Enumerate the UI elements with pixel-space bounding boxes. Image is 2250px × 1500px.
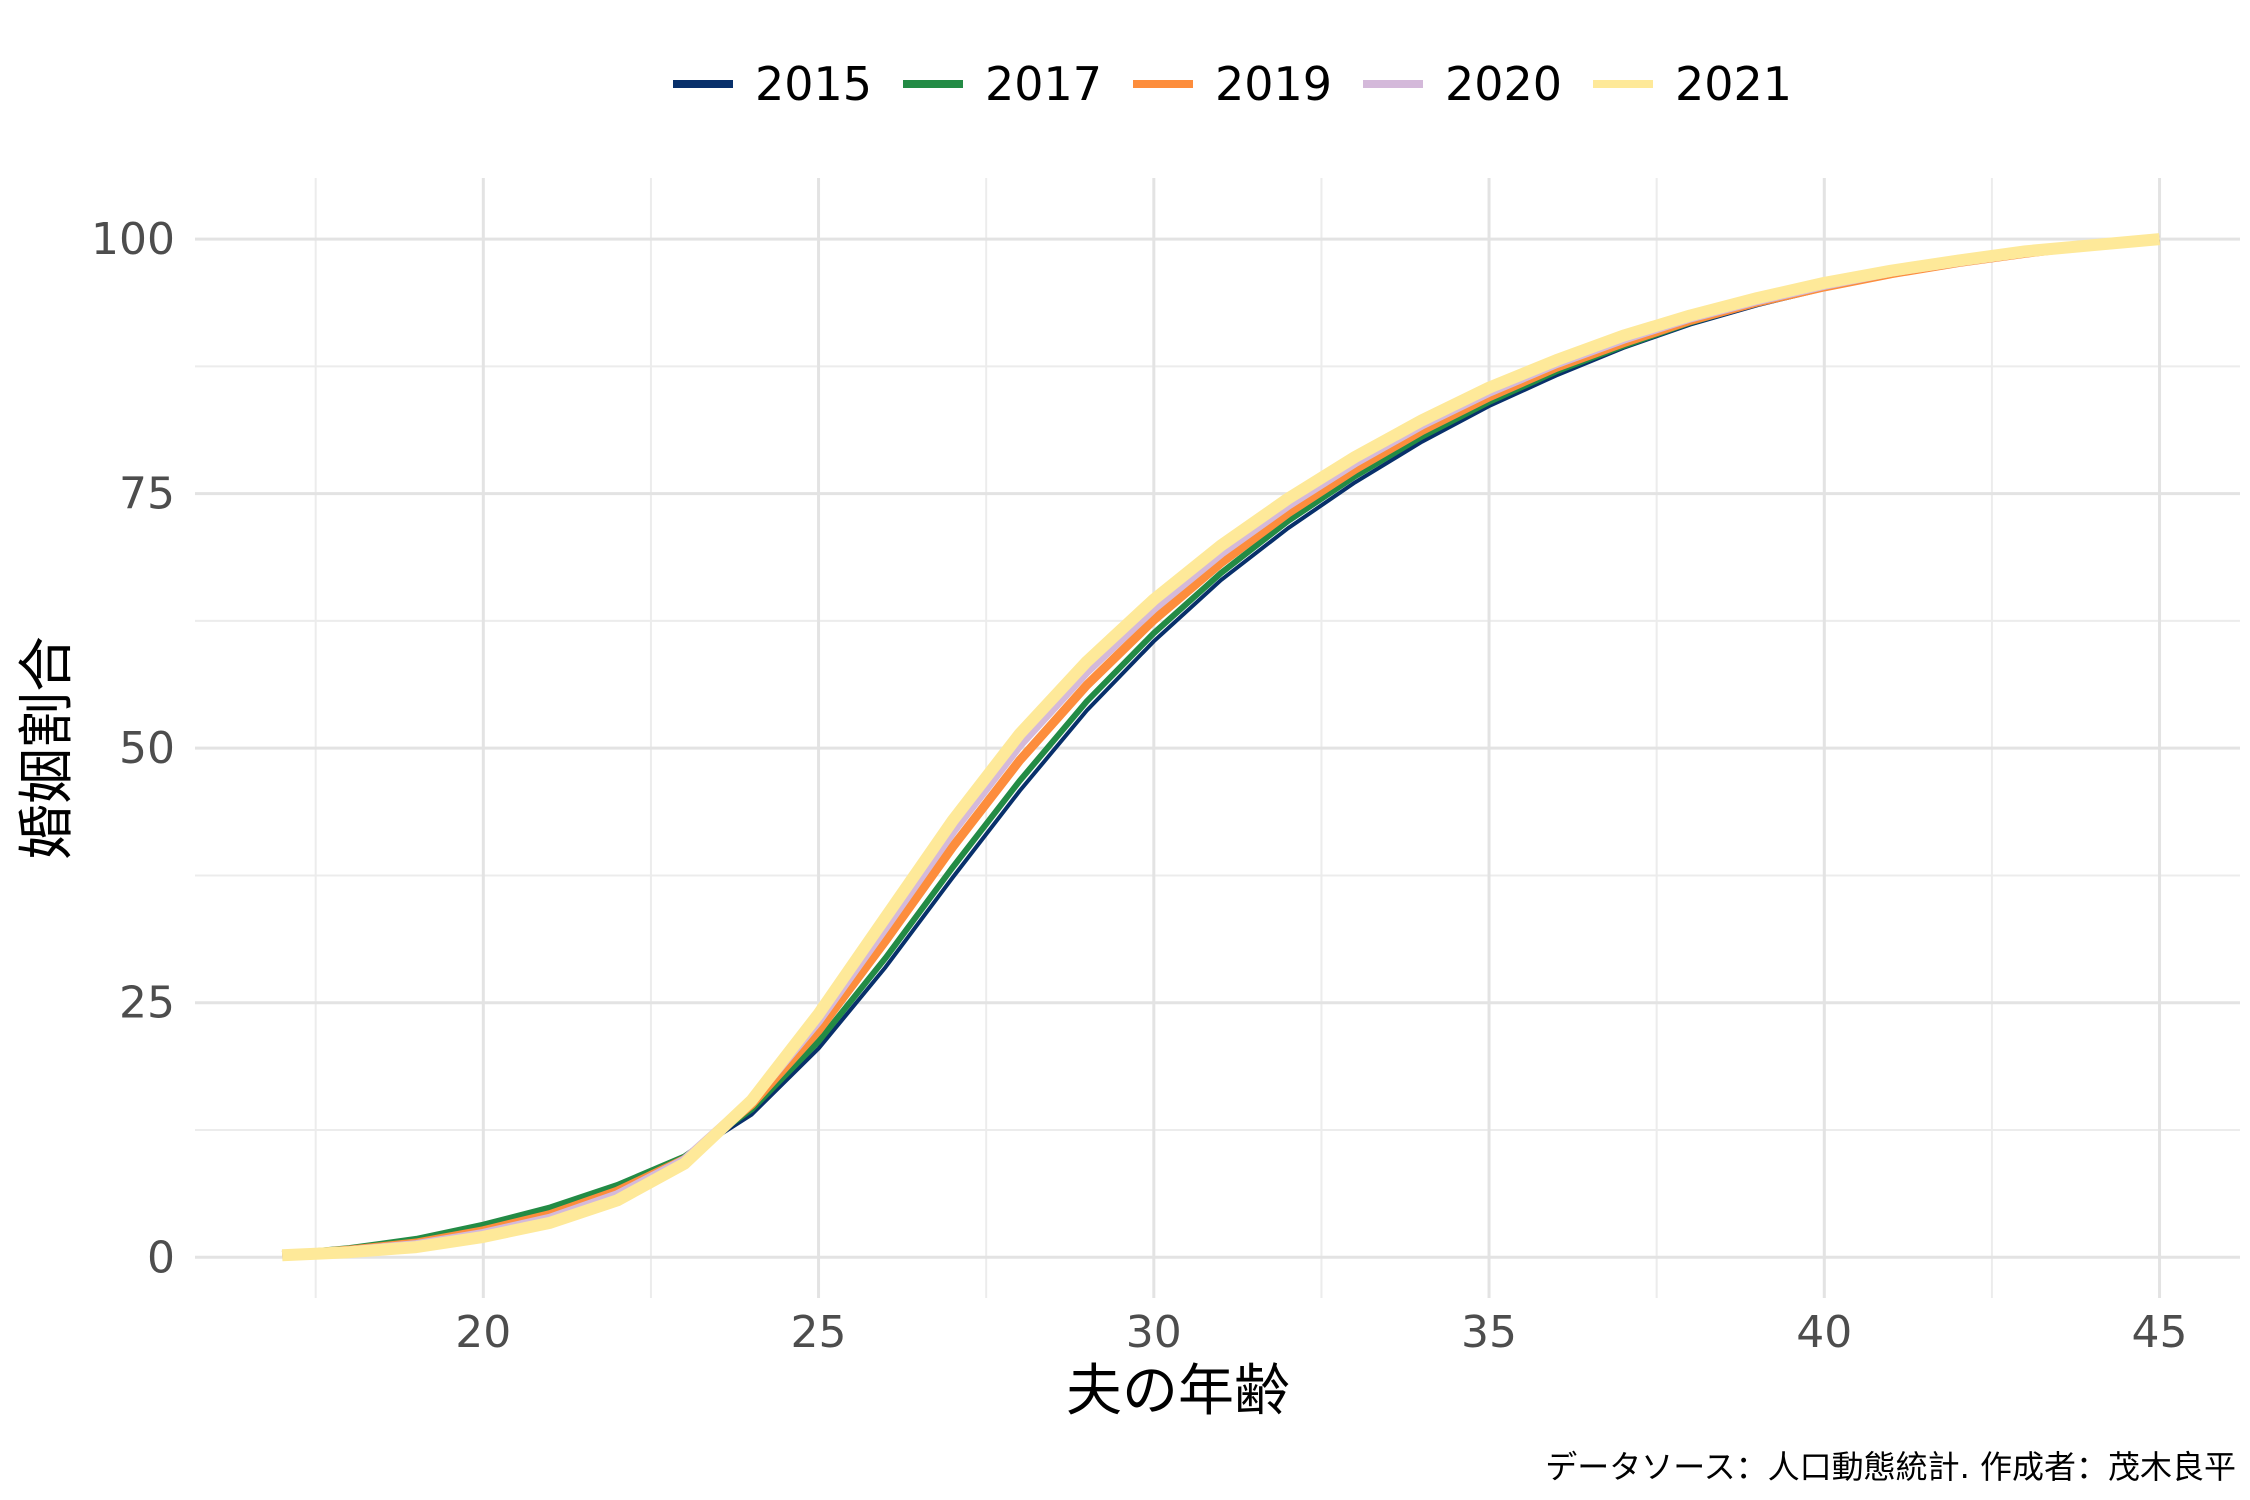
legend-label-2021: 2021 (1675, 57, 1792, 111)
y-tick-label: 0 (147, 1232, 175, 1283)
series-lines (281, 233, 2161, 1262)
series-line-2015 (282, 237, 2160, 1257)
y-tick-label: 50 (119, 723, 175, 774)
legend-label-2015: 2015 (755, 57, 872, 111)
x-tick-label: 45 (2132, 1307, 2188, 1358)
x-axis-tick-labels: 20 25 30 35 40 45 (455, 1307, 2187, 1358)
legend-label-2019: 2019 (1215, 57, 1332, 111)
y-axis-title: 婚姻割合 (15, 636, 80, 860)
legend-label-2020: 2020 (1445, 57, 1562, 111)
x-axis-title: 夫の年齢 (1066, 1359, 1290, 1424)
grid (195, 178, 2240, 1298)
series-line-2017 (281, 236, 2160, 1258)
x-tick-label: 25 (791, 1307, 847, 1358)
legend: 2015 2017 2019 2020 2021 (673, 57, 1792, 111)
x-tick-label: 40 (1796, 1307, 1852, 1358)
legend-label-2017: 2017 (985, 57, 1102, 111)
x-tick-label: 20 (455, 1307, 511, 1358)
y-tick-label: 100 (91, 214, 175, 265)
y-tick-label: 25 (119, 978, 175, 1029)
series-line-2021 (281, 233, 2161, 1262)
caption: データソース：人口動態統計. 作成者：茂木良平 (1545, 1448, 2236, 1486)
x-tick-label: 30 (1126, 1307, 1182, 1358)
x-tick-label: 35 (1461, 1307, 1517, 1358)
y-axis-tick-labels: 0 25 50 75 100 (91, 214, 175, 1283)
y-tick-label: 75 (119, 469, 175, 520)
